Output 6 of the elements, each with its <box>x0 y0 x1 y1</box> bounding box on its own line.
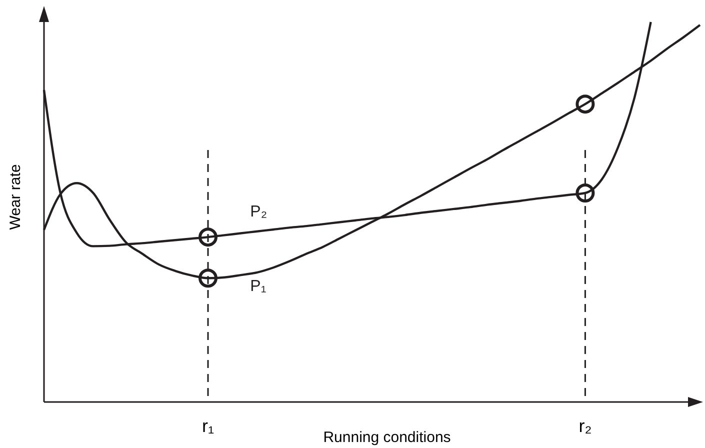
x-tick-label: r₂ <box>578 416 592 436</box>
series-label: P₁ <box>250 278 266 295</box>
series-label: P₂ <box>250 204 268 221</box>
x-tick-label: r₁ <box>202 416 214 436</box>
x-axis-title: Running conditions <box>323 429 451 446</box>
y-axis-title: Wear rate <box>7 164 24 230</box>
